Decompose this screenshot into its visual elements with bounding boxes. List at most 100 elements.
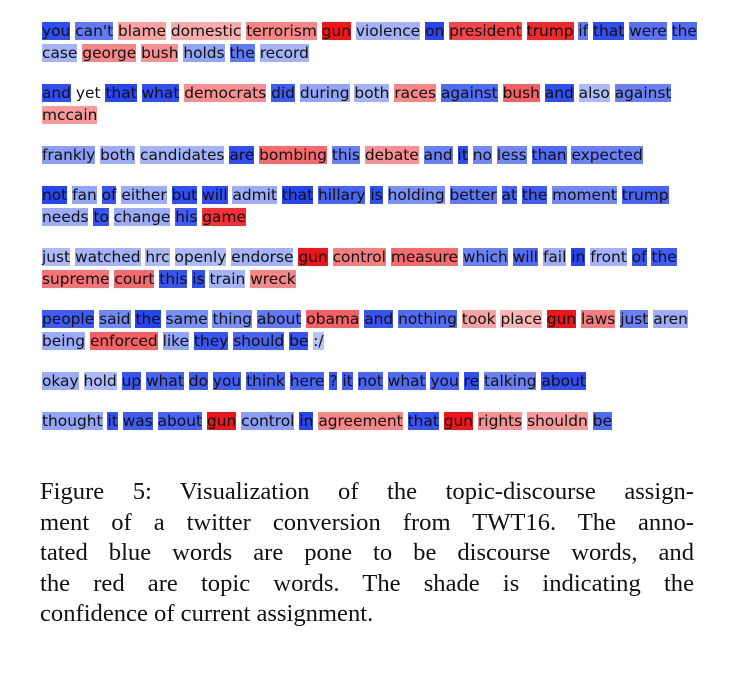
discourse-word: train — [209, 270, 246, 288]
discourse-word: moment — [552, 186, 617, 204]
discourse-word: it — [107, 412, 118, 430]
caption-line: the red are topic words. The shade is in… — [40, 569, 694, 597]
discourse-word: thing — [212, 310, 253, 328]
topic-word: bush — [141, 44, 179, 62]
discourse-word: that — [105, 84, 137, 102]
tweet-1: you can't blame domestic terrorism gun v… — [42, 20, 702, 64]
discourse-word: this — [159, 270, 188, 288]
discourse-word: what — [146, 372, 184, 390]
tweet-5: just watched hrc openly endorse gun cont… — [42, 246, 702, 290]
topic-word: debate — [364, 146, 419, 164]
discourse-word: being — [42, 332, 86, 350]
discourse-word: fail — [542, 248, 567, 266]
discourse-word: of — [631, 248, 647, 266]
discourse-word: the — [229, 44, 255, 62]
discourse-word: you — [430, 372, 459, 390]
discourse-word: is — [192, 270, 205, 288]
discourse-word: which — [462, 248, 508, 266]
discourse-word: change — [113, 208, 171, 226]
discourse-word: that — [407, 412, 439, 430]
topic-word: wreck — [250, 270, 296, 288]
topic-discourse-visualization: you can't blame domestic terrorism gun v… — [42, 20, 702, 432]
discourse-word: can't — [75, 22, 114, 40]
discourse-word: and — [423, 146, 453, 164]
discourse-word: fan — [72, 186, 97, 204]
discourse-word: admit — [232, 186, 277, 204]
discourse-word: the — [521, 186, 548, 204]
discourse-word: was — [122, 412, 153, 430]
discourse-word: re — [463, 372, 480, 390]
figure-caption: Figure 5: Visualization of the topic-dis… — [40, 477, 694, 630]
topic-word: obama — [306, 310, 360, 328]
discourse-word: said — [99, 310, 131, 328]
tweet-7: okay hold up what do you think here ? it… — [42, 370, 702, 392]
caption-line: Figure 5: Visualization of the topic-dis… — [40, 478, 694, 505]
topic-word: game — [202, 208, 246, 226]
discourse-word: be — [592, 412, 612, 430]
topic-word: control — [332, 248, 386, 266]
discourse-word: record — [259, 44, 309, 62]
discourse-word: holds — [183, 44, 225, 62]
discourse-word: his — [175, 208, 198, 226]
topic-word: trump — [526, 22, 574, 40]
discourse-word: needs — [42, 208, 89, 226]
topic-word: laws — [581, 310, 616, 328]
discourse-word: like — [162, 332, 189, 350]
tweet-2: and yet that what democrats did during b… — [42, 82, 702, 126]
discourse-word: this — [331, 146, 360, 164]
topic-word: terrorism — [246, 22, 317, 40]
discourse-word: same — [165, 310, 208, 328]
discourse-word: just — [42, 248, 71, 266]
discourse-word: what — [141, 84, 180, 102]
discourse-word: :/ — [313, 332, 324, 350]
discourse-word: they — [193, 332, 229, 350]
discourse-word: were — [629, 22, 667, 40]
topic-word: gun — [546, 310, 577, 328]
discourse-word: case — [42, 44, 78, 62]
discourse-word: just — [620, 310, 649, 328]
discourse-word: nothing — [398, 310, 457, 328]
caption-line: ment of a twitter conversion from TWT16.… — [40, 508, 694, 536]
caption-line: confidence of current assignment. — [40, 600, 374, 627]
discourse-word: the — [135, 310, 161, 328]
tweet-4: not fan of either but will admit that hi… — [42, 184, 702, 228]
discourse-word: during — [299, 84, 350, 102]
topic-word: gun — [321, 22, 352, 40]
discourse-word: did — [271, 84, 295, 102]
discourse-word: if — [578, 22, 589, 40]
topic-word: mccain — [42, 106, 98, 124]
discourse-word: what — [387, 372, 426, 390]
discourse-word: talking — [484, 372, 537, 390]
discourse-word: and — [364, 310, 394, 328]
discourse-word: it — [457, 146, 468, 164]
discourse-word: okay — [42, 372, 79, 390]
discourse-word: frankly — [42, 146, 96, 164]
topic-word: rights — [477, 412, 523, 430]
discourse-word: on — [425, 22, 445, 40]
topic-word: bush — [502, 84, 540, 102]
discourse-word: hillary — [318, 186, 366, 204]
discourse-word: about — [256, 310, 302, 328]
discourse-word: openly — [174, 248, 227, 266]
discourse-word: violence — [355, 22, 421, 40]
discourse-word: in — [571, 248, 586, 266]
discourse-word: do — [188, 372, 208, 390]
discourse-word: here — [289, 372, 325, 390]
discourse-word: both — [354, 84, 390, 102]
discourse-word: will — [512, 248, 539, 266]
discourse-word: either — [121, 186, 167, 204]
discourse-word: about — [157, 412, 203, 430]
topic-word: took — [461, 310, 496, 328]
topic-word: place — [500, 310, 542, 328]
tweet-3: frankly both candidates are bombing this… — [42, 144, 702, 166]
discourse-word: but — [171, 186, 198, 204]
topic-word: enforced — [89, 332, 158, 350]
topic-word: court — [114, 270, 155, 288]
discourse-word: the — [671, 22, 697, 40]
discourse-word: not — [42, 186, 68, 204]
topic-word: supreme — [42, 270, 110, 288]
discourse-word: aren — [653, 310, 688, 328]
discourse-word: should — [233, 332, 285, 350]
discourse-word: expected — [571, 146, 643, 164]
discourse-word: no — [472, 146, 492, 164]
